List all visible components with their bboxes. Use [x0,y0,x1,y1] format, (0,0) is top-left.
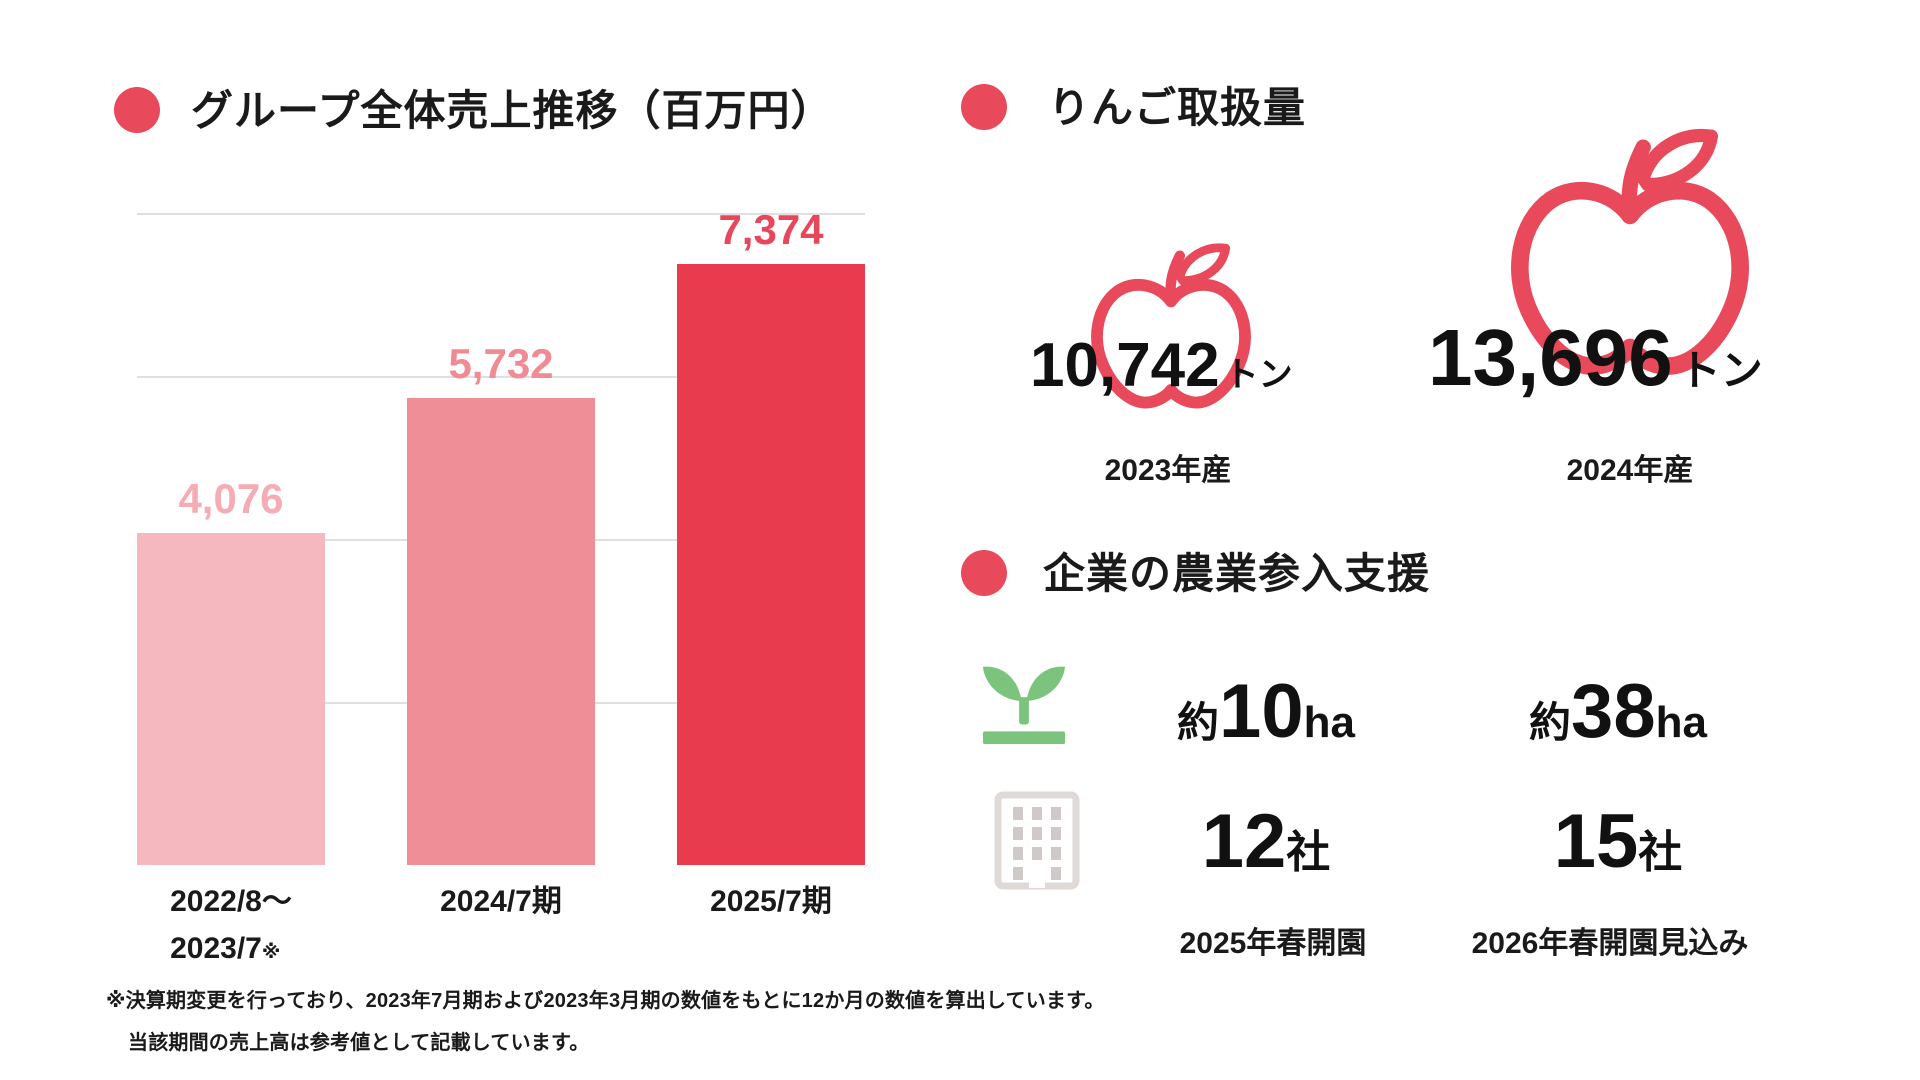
sales-bar-category-3: 2025/7期 [710,885,832,918]
apple-2023-value: 10,742 [1030,331,1220,400]
apple-2024-value: 13,696 [1428,313,1673,402]
apple-2024-year-label: 2024年産 [1566,454,1694,487]
apple-2023-volume: 10,742 トン [1030,330,1293,401]
sales-section-bullet-icon [114,87,160,133]
farm-companies-2025-value: 12 [1201,799,1287,884]
farm-area-2026-unit: ha [1655,698,1707,747]
farm-companies-2025-unit: 社 [1286,828,1331,877]
building-icon [994,791,1080,890]
building-door [1029,866,1045,888]
farm-area-2025-value: 10 [1219,669,1304,754]
farm-area-2026-value: 38 [1571,669,1656,754]
apple-2023-year-label: 2023年産 [1104,454,1232,487]
apple-section-bullet-icon [961,84,1007,130]
farm-companies-2026-value: 15 [1553,799,1639,884]
footnote-marker: ※ [261,942,281,963]
farm-area-2025-unit: ha [1303,698,1355,747]
sales-bar-value-2: 5,732 [448,340,554,387]
apple-2023-unit: トン [1224,356,1293,394]
apple-large-icon [1511,128,1749,375]
apple-section-title: りんご取扱量 [1048,84,1307,131]
apple-small-icon [1091,243,1251,409]
sales-bar-value-1: 4,076 [178,475,284,522]
sprout-icon [982,666,1066,745]
gridline-8000 [137,213,865,215]
apple-2024-volume: 13,696 トン [1428,312,1763,404]
farm-column-label-2025: 2025年春開園 [1179,927,1367,960]
sales-bar-1 [137,533,325,865]
sales-section-title: グループ全体売上推移（百万円） [191,87,834,134]
farm-area-2026: 約38ha [1452,668,1784,755]
farm-companies-2026-unit: 社 [1638,828,1683,877]
apple-2024-unit: トン [1678,347,1763,394]
sales-bar-value-3: 7,374 [718,206,824,253]
farm-area-2026-prefix: 約 [1529,699,1572,746]
farm-column-label-2026: 2026年春開園見込み [1471,927,1749,960]
sales-bar-chart: 4,076 2022/8〜 2023/7※ 5,732 2024/7期 7,374 2025… [137,206,865,1025]
sales-bar-2 [407,398,595,865]
gridline-6000 [137,376,865,378]
sales-bar-category-1: 2022/8〜 2023/7※ [170,885,292,965]
farm-section-title: 企業の農業参入支援 [1043,550,1431,597]
footnote-line-2: 当該期間の売上高は参考値として記載しています。 [128,1032,590,1054]
farm-companies-2025: 12社 [1100,798,1432,885]
farm-area-2025: 約10ha [1100,668,1432,755]
sales-bar-category-2: 2024/7期 [440,885,562,918]
farm-area-2025-prefix: 約 [1177,699,1220,746]
farm-companies-2026: 15社 [1452,798,1784,885]
farm-section-bullet-icon [961,550,1007,596]
footnote-line-1: ※決算期変更を行っており、2023年7月期および2023年3月期の数値をもとに1… [106,990,1105,1012]
sales-bar-3 [677,264,865,865]
